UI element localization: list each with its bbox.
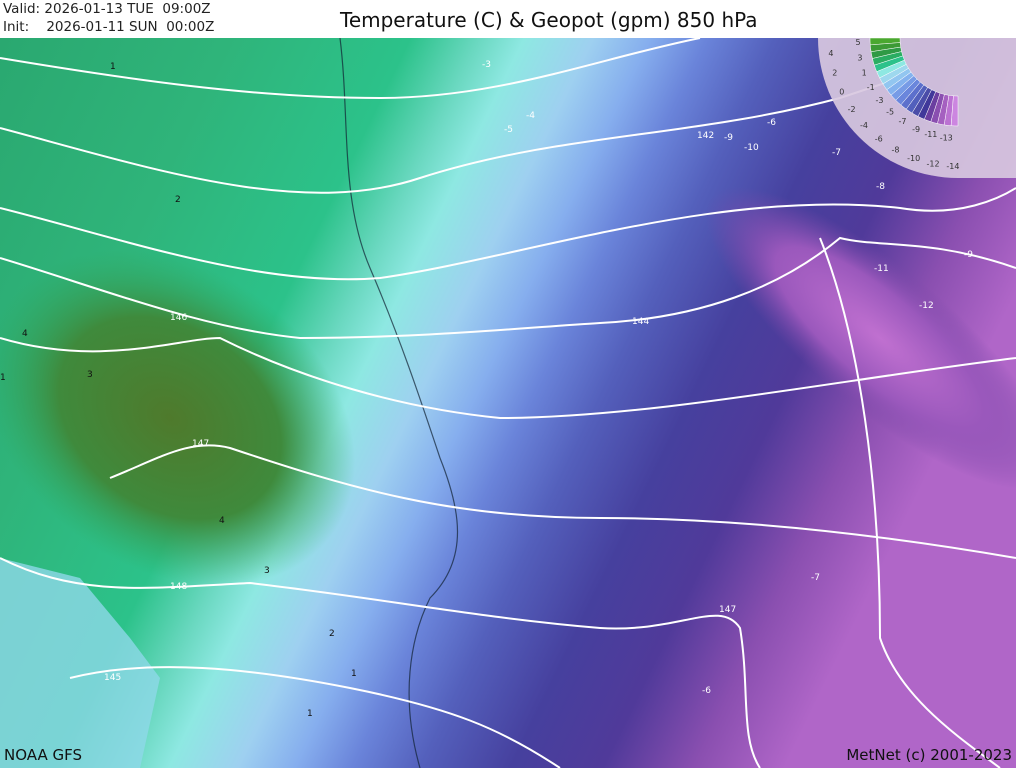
temp-label: 4 — [219, 516, 225, 526]
geopot-label: 145 — [104, 673, 121, 683]
legend-label: 4 — [828, 49, 833, 58]
legend-label: -6 — [875, 135, 883, 144]
legend-label: 5 — [856, 38, 861, 47]
legend-swatch — [950, 95, 959, 127]
legend-label: -12 — [926, 160, 939, 169]
geopot-label: 144 — [632, 317, 649, 327]
temp-label: -9 — [724, 133, 733, 143]
geopot-label: 148 — [170, 582, 187, 592]
legend-label: -7 — [898, 117, 906, 126]
valid-time: Valid: 2026-01-13 TUE 09:00Z — [3, 1, 211, 17]
temp-label: 2 — [175, 195, 181, 205]
legend-label: -14 — [946, 162, 959, 171]
temp-label: -7 — [811, 573, 820, 583]
legend-label: -8 — [891, 146, 899, 155]
color-legend-wheel: 5 4 3 2 1 0 -1 -2 -3 -4 -5 -6 -7 -8 -9 -10 -11 -12 -13 -14 — [818, 38, 1016, 178]
geopot-label: 146 — [170, 313, 187, 323]
cold-core — [705, 186, 1016, 490]
temp-label: -7 — [832, 148, 841, 158]
legend-label: -5 — [886, 107, 894, 116]
temp-label: 4 — [22, 329, 28, 339]
warm-core — [0, 249, 356, 587]
legend-label: -2 — [848, 105, 856, 114]
legend-label: 3 — [857, 54, 862, 63]
geopot-label: 147 — [719, 605, 736, 615]
legend-label: 1 — [862, 69, 867, 78]
geopot-label: 147 — [192, 439, 209, 449]
legend-label: -3 — [875, 96, 883, 105]
temp-label: 1 — [0, 373, 6, 383]
temp-label: -3 — [482, 60, 491, 70]
legend-label: -9 — [912, 125, 920, 134]
geopot-label: 142 — [697, 131, 714, 141]
geopotential-labels: 142 144 146 147 148 147 145 — [104, 131, 736, 683]
valid-value: 2026-01-13 TUE 09:00Z — [44, 1, 211, 17]
cool-region-southwest — [0, 558, 160, 768]
coastline — [339, 38, 458, 768]
header: Valid: 2026-01-13 TUE 09:00Z Init: 2026-… — [0, 0, 1016, 38]
legend-label: -4 — [860, 121, 868, 130]
init-value: 2026-01-11 SUN 00:00Z — [46, 19, 215, 35]
temp-label: -9 — [964, 250, 973, 260]
legend-label: -10 — [907, 154, 920, 163]
temp-label: -8 — [876, 182, 885, 192]
temp-label: -12 — [919, 301, 934, 311]
legend-label: -11 — [924, 130, 937, 139]
valid-label: Valid: — [3, 1, 41, 17]
geopotential-contours — [0, 38, 1016, 768]
init-time: Init: 2026-01-11 SUN 00:00Z — [3, 19, 214, 35]
temp-label: 3 — [87, 370, 93, 380]
temp-label: -4 — [526, 111, 535, 121]
source-label: NOAA GFS — [4, 746, 82, 764]
temp-label: -6 — [767, 118, 776, 128]
temp-label: 1 — [351, 669, 357, 679]
temp-label: -6 — [702, 686, 711, 696]
temp-label: 3 — [264, 566, 270, 576]
temp-label: 2 — [329, 629, 335, 639]
legend-label: 2 — [832, 69, 837, 78]
temp-label: 1 — [110, 62, 116, 72]
temp-label: -10 — [744, 143, 759, 153]
init-label: Init: — [3, 19, 30, 35]
legend-label: -13 — [940, 133, 953, 142]
temp-label: 1 — [307, 709, 313, 719]
temperature-labels: 1 2 4 3 4 3 2 1 1 1 -3 -4 -5 -6 -9 -10 -… — [0, 60, 973, 719]
temp-label: -5 — [504, 125, 513, 135]
legend-label: 0 — [839, 88, 844, 97]
map-title: Temperature (C) & Geopot (gpm) 850 hPa — [340, 8, 758, 32]
copyright-label: MetNet (c) 2001-2023 — [846, 746, 1012, 764]
weather-map[interactable]: 142 144 146 147 148 147 145 1 2 4 3 4 3 … — [0, 38, 1016, 768]
legend-label: -1 — [867, 83, 875, 92]
temp-label: -11 — [874, 264, 889, 274]
